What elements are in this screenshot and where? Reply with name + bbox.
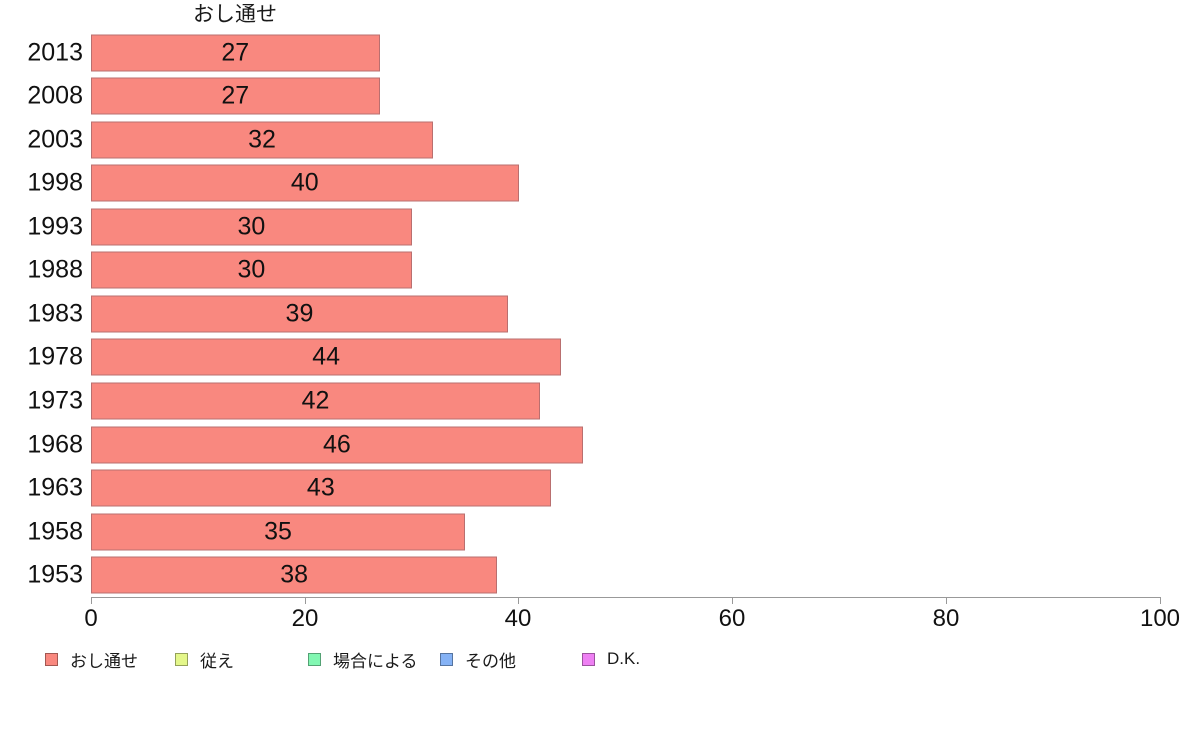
bar-value-label: 32	[248, 125, 276, 154]
bar-row: 2013 27	[27, 31, 1160, 75]
legend-label: 場合による	[333, 651, 418, 671]
plot-area: 2013 27 2008 27 2003 32 1998 40 1993 30 1988 30 1983…	[27, 31, 1160, 597]
bar: 32	[91, 121, 434, 159]
bar-row: 1973 42	[27, 379, 1160, 423]
bar-row: 1988 30	[27, 249, 1160, 293]
bar: 40	[91, 164, 519, 202]
legend-label: おし通せ	[70, 651, 138, 671]
bar-row: 1978 44	[27, 336, 1160, 380]
bar-value-label: 42	[301, 386, 330, 415]
legend-item: D.K.	[582, 648, 640, 670]
bar: 44	[91, 338, 562, 376]
bar: 30	[91, 251, 412, 289]
x-tick-20	[305, 597, 306, 604]
bar-row: 1963 43	[27, 466, 1160, 510]
bar-row: 2008 27	[27, 75, 1160, 119]
legend-label: その他	[465, 651, 516, 671]
x-tick-40	[518, 597, 519, 604]
y-axis-label: 1983	[27, 299, 83, 328]
bar-value-label: 39	[285, 299, 314, 328]
x-tick-80	[946, 597, 947, 604]
y-axis-label: 1953	[27, 560, 83, 589]
bar-value-label: 46	[322, 430, 351, 459]
legend-label: D.K.	[607, 649, 641, 668]
legend-item: その他	[440, 648, 516, 671]
bar: 42	[91, 382, 540, 420]
bar: 39	[91, 295, 508, 333]
bar-row: 1993 30	[27, 205, 1160, 249]
bar: 30	[91, 208, 412, 246]
bar-value-label: 43	[306, 473, 335, 502]
y-axis-label: 1968	[27, 430, 83, 459]
legend-swatch-icon	[175, 652, 188, 666]
bar-value-label: 38	[280, 560, 309, 589]
bar-value-label: 44	[312, 342, 341, 371]
legend-item: 場合による	[308, 648, 418, 671]
x-axis-line	[91, 597, 1161, 598]
y-axis-label: 1993	[27, 212, 83, 241]
legend-item: 従え	[175, 648, 234, 671]
legend-swatch-icon	[582, 652, 595, 666]
legend-item: おし通せ	[45, 648, 138, 671]
bar-value-label: 30	[237, 212, 266, 241]
bar: 46	[91, 426, 583, 464]
x-tick-label: 80	[932, 605, 960, 632]
y-axis-label: 1963	[27, 473, 83, 502]
y-axis-label: 1958	[27, 517, 83, 546]
bar-row: 2003 32	[27, 118, 1160, 162]
bar-value-label: 27	[221, 81, 250, 110]
bar-value-label: 40	[290, 168, 319, 197]
bar-row: 1998 40	[27, 162, 1160, 206]
y-axis-label: 2013	[27, 38, 83, 67]
bar: 35	[91, 513, 466, 551]
bar: 38	[91, 556, 498, 594]
legend-swatch-icon	[308, 652, 321, 666]
y-axis-label: 2003	[27, 125, 83, 154]
bar: 27	[91, 34, 380, 72]
y-axis-label: 1973	[27, 386, 83, 415]
y-axis-label: 1998	[27, 168, 83, 197]
bar-row: 1968 46	[27, 423, 1160, 467]
legend-swatch-icon	[45, 652, 58, 666]
legend-label: 従え	[200, 651, 234, 671]
x-tick-label: 100	[1139, 605, 1181, 632]
bar: 43	[91, 469, 551, 507]
bar: 27	[91, 77, 380, 115]
y-axis-label: 1978	[27, 342, 83, 371]
x-tick-label: 60	[718, 605, 746, 632]
y-axis-label: 2008	[27, 81, 83, 110]
x-tick-label: 0	[84, 605, 98, 632]
bar-value-label: 30	[237, 255, 266, 284]
bar-row: 1983 39	[27, 292, 1160, 336]
bar-row: 1953 38	[27, 553, 1160, 597]
x-tick-60	[732, 597, 733, 604]
y-axis-label: 1988	[27, 255, 83, 284]
legend-swatch-icon	[440, 652, 453, 666]
chart-title: おし通せ	[193, 3, 277, 26]
x-tick-100	[1160, 597, 1161, 604]
x-tick-label: 40	[504, 605, 532, 632]
bar-row: 1958 35	[27, 510, 1160, 554]
bar-value-label: 27	[221, 38, 250, 67]
x-tick-label: 20	[291, 605, 319, 632]
x-tick-0	[91, 597, 92, 604]
bar-value-label: 35	[264, 517, 292, 546]
